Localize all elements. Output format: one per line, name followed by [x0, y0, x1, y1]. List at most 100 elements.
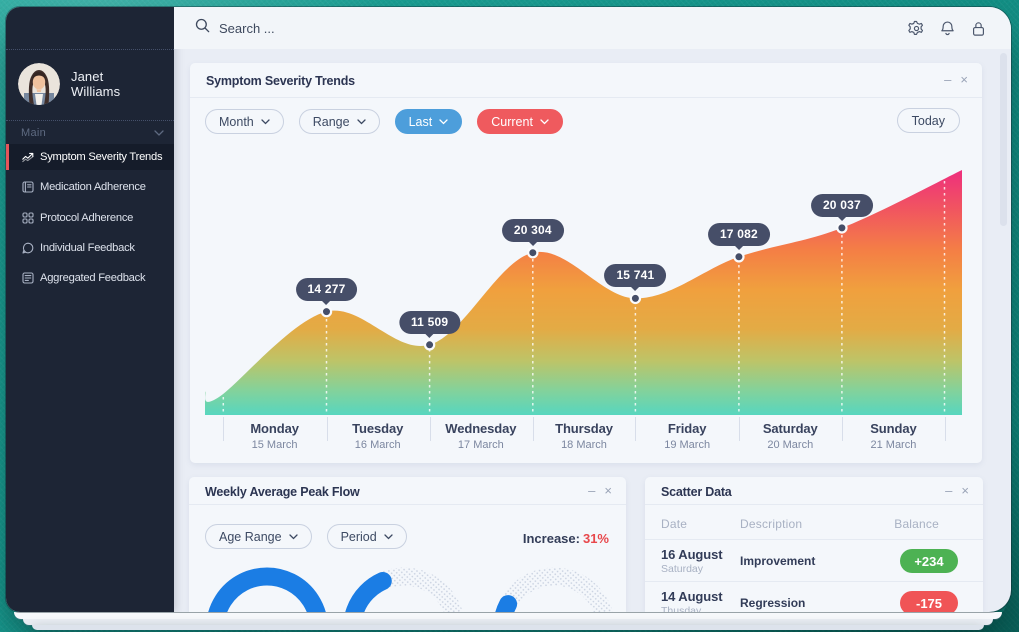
minimize-icon[interactable]: – — [945, 483, 953, 498]
axis-label-thursday: Thursday 18 March — [555, 421, 613, 451]
user-profile[interactable]: Janet Williams — [6, 49, 174, 120]
donut-track — [208, 567, 326, 612]
topbar-icons — [908, 7, 987, 49]
chart-data-point[interactable] — [629, 292, 642, 305]
trend-icon — [22, 151, 34, 163]
stacked-sheet-1 — [14, 612, 1002, 619]
topbar — [174, 7, 1011, 49]
axis-tick — [635, 417, 637, 441]
sidebar-section-label: Main — [21, 127, 47, 139]
sidebar-item-label: Aggregated Feedback — [40, 272, 146, 285]
avatar[interactable] — [18, 63, 60, 105]
close-icon[interactable]: × — [961, 483, 969, 498]
lock-icon[interactable] — [970, 20, 987, 37]
sidebar-item-aggregated-feedback[interactable]: Aggregated Feedback — [6, 265, 174, 291]
table-row[interactable]: 14 August Thusday Regression -175 — [645, 583, 983, 612]
increase-value: 31% — [582, 531, 609, 546]
axis-label-saturday: Saturday 20 March — [762, 421, 818, 451]
axis-label-sunday: Sunday 21 March — [870, 421, 917, 451]
trend-filter-chips: Month Range Last Current — [205, 109, 563, 134]
axis-label-friday: Friday 19 March — [664, 421, 711, 451]
axis-label-monday: Monday 15 March — [250, 421, 299, 451]
sidebar-item-symptom-severity-trends[interactable]: Symptom Severity Trends — [6, 144, 174, 170]
chart-value-tooltip: 17 082 — [707, 222, 770, 246]
minimize-icon[interactable]: – — [588, 483, 596, 498]
app-window: Janet Williams Main Symptom Severity Tre… — [6, 7, 1011, 612]
chat-icon — [22, 242, 34, 254]
card-title: Symptom Severity Trends — [206, 74, 355, 88]
table-row[interactable]: 16 August Saturday Improvement +234 — [645, 541, 983, 583]
chevron-down-icon — [288, 534, 298, 540]
period-filter-chip[interactable]: Period — [326, 524, 407, 549]
grid-icon — [22, 212, 34, 224]
range-filter-chip[interactable]: Range — [298, 109, 380, 134]
search-icon — [195, 18, 210, 38]
chart-value-tooltip: 11 509 — [398, 310, 461, 334]
axis-tick — [944, 417, 946, 441]
sidebar-section-main[interactable]: Main — [6, 120, 174, 145]
sidebar: Janet Williams Main Symptom Severity Tre… — [6, 7, 174, 612]
sidebar-item-protocol-adherence[interactable]: Protocol Adherence — [6, 205, 174, 231]
sidebar-item-label: Symptom Severity Trends — [40, 151, 163, 163]
sidebar-menu: Symptom Severity Trends Medication Adhere… — [6, 144, 174, 295]
sidebar-divider-top — [6, 49, 174, 50]
chart-data-point[interactable] — [527, 246, 539, 259]
column-balance: Balance — [894, 517, 939, 531]
sidebar-item-individual-feedback[interactable]: Individual Feedback — [6, 235, 174, 261]
current-filter-chip[interactable]: Current — [477, 109, 563, 134]
axis-tick — [326, 417, 328, 441]
chevron-down-icon — [154, 130, 164, 136]
axis-tick — [841, 417, 843, 441]
chart-gridlines — [222, 170, 946, 415]
chevron-down-icon — [439, 119, 448, 125]
chart-x-axis: Monday 15 March Tuesday 16 March Wednesday 17… — [223, 417, 945, 457]
stacked-sheet-2 — [23, 619, 993, 625]
journal-icon — [22, 181, 34, 193]
axis-tick — [429, 417, 431, 441]
cell-description: Improvement — [740, 554, 816, 568]
search-bar — [195, 7, 439, 49]
user-name: Janet Williams — [71, 69, 121, 99]
chart-data-point[interactable] — [423, 339, 436, 351]
chart-data-point[interactable] — [733, 251, 745, 263]
chart-value-tooltip: 20 304 — [501, 218, 564, 242]
donut-track — [345, 567, 463, 612]
cell-description: Regression — [740, 596, 806, 610]
close-icon[interactable]: × — [604, 483, 612, 498]
donut-progress-arc — [495, 595, 518, 612]
axis-label-wednesday: Wednesday 17 March — [445, 421, 517, 451]
chevron-down-icon — [540, 119, 549, 125]
sidebar-item-label: Medication Adherence — [40, 181, 146, 194]
chevron-down-icon — [261, 119, 270, 125]
sidebar-item-label: Individual Feedback — [40, 241, 135, 254]
card-header: Scatter Data – × — [645, 477, 983, 505]
gear-icon[interactable] — [908, 20, 925, 37]
scrollbar-thumb[interactable] — [1000, 53, 1007, 226]
donut-track — [495, 567, 613, 612]
cell-date: 16 August Saturday — [661, 547, 723, 575]
search-input[interactable] — [219, 20, 439, 36]
close-icon[interactable]: × — [960, 72, 968, 87]
axis-tick — [738, 417, 740, 441]
card-title: Weekly Average Peak Flow — [205, 485, 360, 499]
bell-icon[interactable] — [939, 20, 956, 37]
month-filter-chip[interactable]: Month — [205, 109, 284, 134]
axis-label-tuesday: Tuesday 16 March — [352, 421, 404, 451]
table-separator — [645, 539, 983, 540]
minimize-icon[interactable]: – — [944, 72, 952, 87]
age-range-filter-chip[interactable]: Age Range — [205, 524, 312, 549]
chart-data-point[interactable] — [320, 305, 333, 318]
sidebar-item-medication-adherence[interactable]: Medication Adherence — [6, 174, 174, 200]
chevron-down-icon — [356, 119, 366, 125]
chart-data-point[interactable] — [836, 222, 848, 234]
card-header: Weekly Average Peak Flow – × — [189, 477, 626, 505]
scatter-data-card: Scatter Data – × Date Description Balanc… — [645, 477, 983, 612]
balance-badge: +234 — [900, 549, 958, 573]
weekly-average-peak-flow-card: Weekly Average Peak Flow – × Age Range Pe… — [189, 477, 626, 612]
chart-value-tooltip: 20 037 — [810, 193, 873, 217]
last-filter-chip[interactable]: Last — [394, 109, 463, 134]
column-date: Date — [661, 517, 688, 531]
axis-tick — [223, 417, 225, 441]
today-button[interactable]: Today — [896, 108, 960, 133]
